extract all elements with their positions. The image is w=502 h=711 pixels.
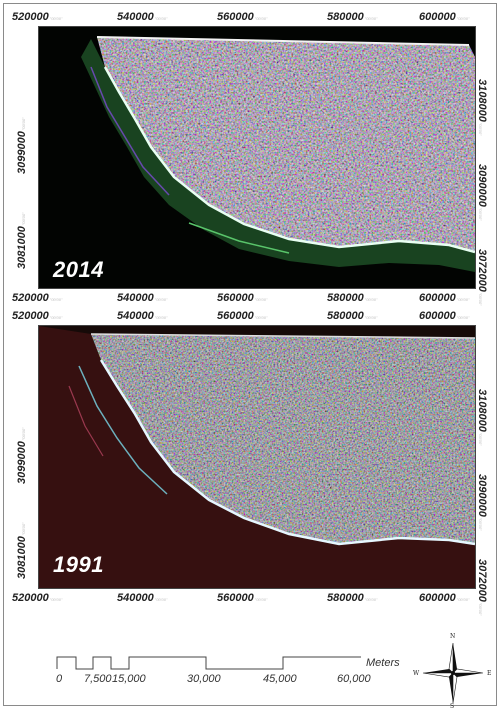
scale-label-30000: 30,000 [187, 673, 221, 685]
imagery-1991 [39, 326, 475, 588]
imagery-2014 [39, 27, 475, 288]
bottom-x-tick-5: 600000°00'00" [419, 310, 470, 322]
scale-label-7500: 7,500 [84, 673, 112, 685]
top-y-left-1: 3099000°00'00" [16, 117, 28, 174]
top-x-tick-4: 580000°00'00" [327, 11, 378, 23]
top-y-right-2: 3090000°00'00" [476, 164, 488, 221]
top-x-bottom-tick-2: 540000°00'00" [117, 292, 168, 304]
top-y-left-2: 3081000°00'00" [16, 212, 28, 269]
map-panel-2014: 2014 [38, 26, 476, 289]
bottom-y-right-1: 3108000°00'00" [476, 389, 488, 446]
top-x-tick-2: 540000°00'00" [117, 11, 168, 23]
top-x-bottom-tick-1: 520000°00'00" [12, 292, 63, 304]
top-x-bottom-tick-4: 580000°00'00" [327, 292, 378, 304]
coastline-1991 [99, 359, 475, 546]
coastal-vegetation [81, 39, 475, 272]
bottom-x-tick-1: 520000°00'00" [12, 310, 63, 322]
bottom-y-left-1: 3099000°00'00" [16, 427, 28, 484]
bottom-x-bottom-tick-1: 520000°00'00" [12, 592, 63, 604]
compass-s: S [450, 703, 455, 710]
scale-label-60000: 60,000 [337, 673, 371, 685]
top-y-right-1: 3108000°00'00" [476, 79, 488, 136]
bottom-x-bottom-tick-3: 560000°00'00" [217, 592, 268, 604]
year-label-2014: 2014 [53, 257, 104, 282]
bottom-x-bottom-tick-4: 580000°00'00" [327, 592, 378, 604]
bottom-x-tick-3: 560000°00'00" [217, 310, 268, 322]
coastline-2014 [103, 66, 475, 254]
scale-label-15000: 15,000 [112, 673, 146, 685]
year-label-1991: 1991 [53, 552, 104, 577]
surrounding-land [39, 326, 475, 588]
compass-e: E [487, 670, 492, 677]
bottom-y-right-2: 3090000°00'00" [476, 474, 488, 531]
bottom-y-right-3: 3072000°00'00" [476, 559, 488, 616]
compass-n: N [450, 633, 456, 640]
scale-label-45000: 45,000 [263, 673, 297, 685]
map-panel-1991: 1991 [38, 325, 476, 589]
compass-rose-icon [422, 642, 484, 704]
bottom-x-tick-4: 580000°00'00" [327, 310, 378, 322]
top-x-tick-1: 520000°00'00" [12, 11, 63, 23]
bottom-x-bottom-tick-2: 540000°00'00" [117, 592, 168, 604]
bottom-x-tick-2: 540000°00'00" [117, 310, 168, 322]
scale-label-0: 0 [56, 673, 63, 685]
top-x-tick-3: 560000°00'00" [217, 11, 268, 23]
top-x-bottom-tick-5: 600000°00'00" [419, 292, 470, 304]
top-x-bottom-tick-3: 560000°00'00" [217, 292, 268, 304]
bottom-y-left-2: 3081000°00'00" [16, 522, 28, 579]
top-x-tick-5: 600000°00'00" [419, 11, 470, 23]
compass-w: W [413, 670, 420, 677]
bottom-x-bottom-tick-5: 600000°00'00" [419, 592, 470, 604]
map-layout: 520000°00'00" 540000°00'00" 560000°00'00… [3, 3, 497, 710]
scale-bar [56, 656, 361, 670]
top-y-right-3: 3072000°00'00" [476, 249, 488, 306]
scale-unit: Meters [366, 657, 400, 669]
